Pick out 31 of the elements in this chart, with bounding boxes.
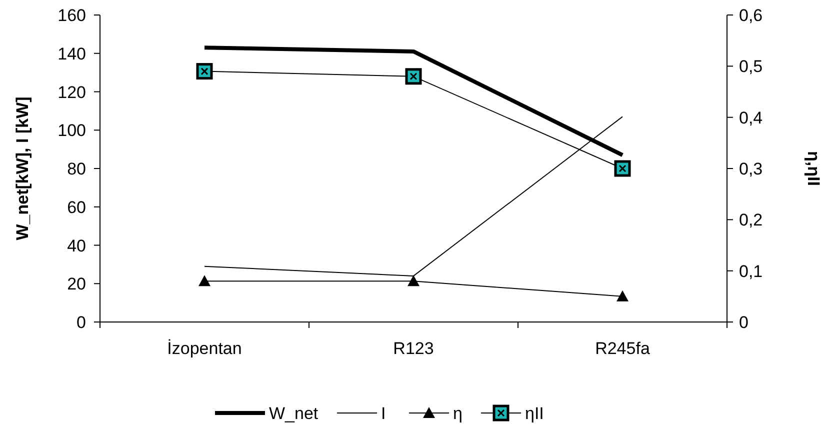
y-tick-label: 160 [58,6,86,25]
point [614,160,631,177]
legend-label: I [381,404,386,423]
y-tick-label: 100 [58,121,86,140]
y2-tick-label: 0,1 [739,262,763,281]
x-tick-label: R245fa [595,339,650,358]
point [196,63,213,80]
point [616,290,628,302]
y-tick-label: 0 [76,313,86,332]
legend-label: η [453,404,462,423]
x-tick-label: İzopentan [167,339,242,358]
y-tick-label: 140 [58,44,86,64]
y2-tick-label: 0,3 [739,160,763,178]
point [408,275,420,286]
y-tick-label: 60 [67,198,86,217]
legend-label: W_net [269,404,318,423]
point [198,275,210,286]
y-tick-label: 20 [67,274,86,294]
y-tick-label: 40 [67,236,86,256]
y-axis-title: W_net[kW], I [kW] [13,96,32,240]
y-tick-label: 120 [58,82,86,102]
y2-tick-label: 0,2 [739,210,763,230]
y2-tick-label: 0,6 [739,6,763,25]
legend-label: ηII [525,404,544,423]
y2-tick-label: 0,5 [739,57,763,76]
y2-tick-label: 0 [739,313,748,332]
x-tick-label: R123 [393,339,434,358]
point [405,68,422,85]
y2-axis-title: η,ηII [804,151,823,186]
y2-tick-label: 0,4 [739,108,763,128]
y-tick-label: 80 [67,160,86,178]
